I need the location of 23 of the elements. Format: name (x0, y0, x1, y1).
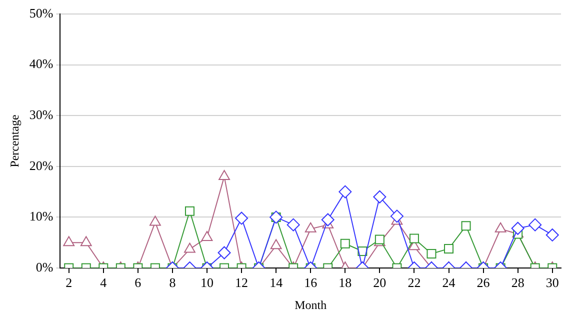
y-axis-title: Percentage (7, 114, 22, 168)
y-tick-label: 10% (29, 208, 54, 224)
x-tick-label: 4 (100, 275, 108, 290)
x-tick-label: 6 (134, 275, 142, 290)
x-tick-label: 2 (66, 275, 72, 290)
x-tick-label: 10 (200, 275, 214, 290)
y-tick-label: 50% (29, 5, 54, 20)
x-tick-label: 22 (408, 275, 421, 290)
x-tick-label: 20 (373, 275, 386, 290)
x-tick-label: 26 (476, 275, 490, 290)
x-tick-label: 16 (304, 275, 318, 290)
y-tick-label: 30% (29, 107, 54, 122)
x-tick-label: 12 (235, 275, 248, 290)
y-tick-label: 0% (36, 259, 54, 274)
y-tick-label: 40% (29, 56, 54, 72)
x-tick-label: 8 (169, 275, 176, 290)
y-tick-label: 20% (29, 158, 54, 173)
x-axis-title: Month (294, 298, 327, 312)
x-tick-label: 24 (442, 275, 456, 290)
x-tick-label: 28 (511, 275, 524, 290)
x-tick-label: 14 (270, 275, 284, 290)
x-tick-label: 18 (338, 275, 352, 290)
x-tick-label: 30 (546, 275, 559, 290)
